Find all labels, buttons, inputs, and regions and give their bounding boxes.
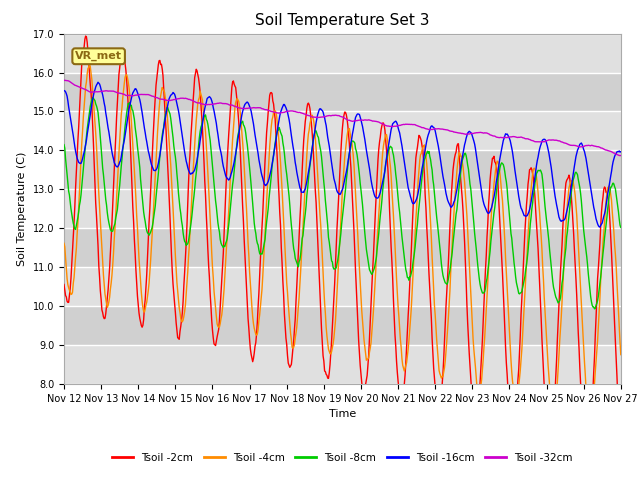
Bar: [64, 267, 621, 306]
Tsoil -4cm: [586, 413, 594, 419]
Tsoil -4cm: [207, 231, 215, 237]
Line: Tsoil -8cm: Tsoil -8cm: [64, 98, 621, 309]
Tsoil -16cm: [94, 79, 102, 85]
Tsoil -16cm: [617, 149, 625, 155]
Tsoil -32cm: [182, 96, 190, 101]
Tsoil -2cm: [444, 276, 451, 282]
Tsoil -32cm: [60, 77, 68, 83]
Tsoil -16cm: [335, 191, 342, 196]
Tsoil -16cm: [444, 197, 451, 203]
Text: VR_met: VR_met: [75, 51, 122, 61]
Tsoil -4cm: [183, 281, 191, 287]
Bar: [64, 345, 621, 384]
Tsoil -2cm: [335, 197, 342, 203]
Bar: [64, 306, 621, 345]
Bar: [64, 228, 621, 267]
Tsoil -4cm: [335, 260, 342, 265]
Tsoil -4cm: [60, 240, 68, 246]
Tsoil -2cm: [207, 303, 215, 309]
Tsoil -4cm: [444, 327, 451, 333]
Tsoil -32cm: [388, 124, 396, 130]
Tsoil -16cm: [183, 161, 191, 167]
Tsoil -8cm: [389, 149, 397, 155]
Tsoil -2cm: [583, 448, 591, 454]
Tsoil -4cm: [617, 352, 625, 358]
Line: Tsoil -2cm: Tsoil -2cm: [64, 36, 621, 451]
Tsoil -8cm: [89, 95, 97, 101]
Tsoil -16cm: [60, 88, 68, 94]
Tsoil -32cm: [334, 113, 342, 119]
Tsoil -4cm: [566, 180, 574, 185]
Bar: [64, 150, 621, 189]
Tsoil -2cm: [183, 222, 191, 228]
Tsoil -32cm: [617, 153, 625, 158]
Tsoil -16cm: [596, 224, 604, 230]
Tsoil -16cm: [207, 96, 215, 101]
Tsoil -8cm: [617, 225, 625, 230]
Tsoil -32cm: [616, 153, 624, 158]
Bar: [64, 189, 621, 228]
Line: Tsoil -4cm: Tsoil -4cm: [64, 65, 621, 416]
Line: Tsoil -16cm: Tsoil -16cm: [64, 82, 621, 227]
Y-axis label: Soil Temperature (C): Soil Temperature (C): [17, 152, 28, 266]
Tsoil -32cm: [206, 102, 214, 108]
Tsoil -8cm: [591, 306, 598, 312]
Tsoil -16cm: [389, 121, 397, 127]
Bar: [64, 72, 621, 111]
Tsoil -8cm: [207, 146, 215, 152]
Tsoil -8cm: [335, 252, 342, 257]
Tsoil -4cm: [86, 62, 93, 68]
Bar: [64, 34, 621, 72]
Tsoil -2cm: [566, 182, 574, 188]
Tsoil -16cm: [566, 189, 574, 195]
Line: Tsoil -32cm: Tsoil -32cm: [64, 80, 621, 156]
Tsoil -2cm: [60, 282, 68, 288]
Tsoil -32cm: [566, 142, 573, 148]
Legend: Tsoil -2cm, Tsoil -4cm, Tsoil -8cm, Tsoil -16cm, Tsoil -32cm: Tsoil -2cm, Tsoil -4cm, Tsoil -8cm, Tsoi…: [108, 449, 577, 467]
Tsoil -4cm: [389, 199, 397, 205]
Tsoil -32cm: [443, 127, 451, 132]
Tsoil -8cm: [444, 280, 451, 286]
Tsoil -8cm: [60, 142, 68, 147]
Tsoil -8cm: [183, 241, 191, 247]
Bar: [64, 111, 621, 150]
X-axis label: Time: Time: [329, 409, 356, 419]
Tsoil -2cm: [82, 33, 90, 39]
Title: Soil Temperature Set 3: Soil Temperature Set 3: [255, 13, 429, 28]
Tsoil -8cm: [566, 197, 574, 203]
Tsoil -2cm: [389, 275, 397, 281]
Tsoil -2cm: [617, 439, 625, 445]
